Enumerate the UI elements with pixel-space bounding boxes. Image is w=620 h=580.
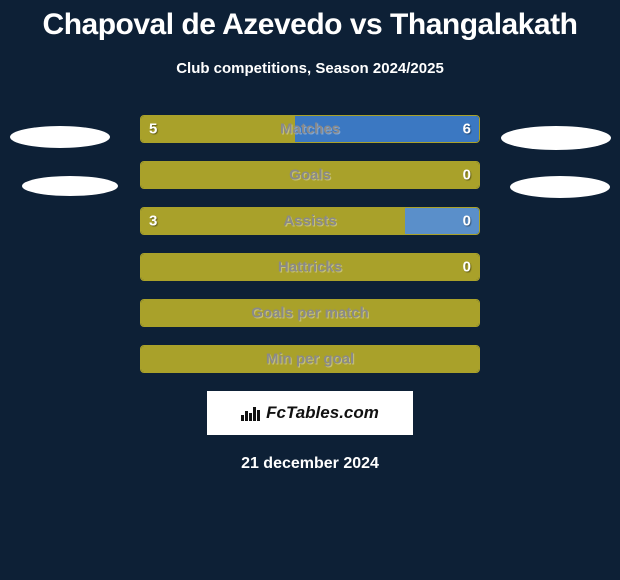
stat-label: Assists: [283, 213, 336, 230]
stat-row: Goals per match: [0, 299, 620, 327]
stat-value-right: 0: [463, 259, 471, 276]
stat-row: 3 0 Assists: [0, 207, 620, 235]
stat-row: 0 Goals: [0, 161, 620, 189]
stat-value-right: 0: [463, 167, 471, 184]
stat-label: Hattricks: [278, 259, 342, 276]
stat-bar-container: Goals per match: [140, 299, 480, 327]
stat-value-right: 0: [463, 213, 471, 230]
stat-row: 5 6 Matches: [0, 115, 620, 143]
stat-label: Goals per match: [251, 305, 369, 322]
fctables-logo: FcTables.com: [207, 391, 413, 435]
stat-bar-container: 3 0 Assists: [140, 207, 480, 235]
stat-bar-left: [141, 208, 405, 234]
page-title: Chapoval de Azevedo vs Thangalakath: [0, 0, 620, 42]
stats-comparison-area: 5 6 Matches 0 Goals 3 0 Assists 0 Hattricks Goals …: [0, 115, 620, 373]
stat-bar-container: 5 6 Matches: [140, 115, 480, 143]
stat-row: 0 Hattricks: [0, 253, 620, 281]
stat-bar-left: [141, 116, 295, 142]
stat-bar-container: 0 Hattricks: [140, 253, 480, 281]
barchart-icon: [241, 405, 260, 421]
stat-label: Goals: [289, 167, 331, 184]
logo-text: FcTables.com: [266, 403, 379, 423]
stat-value-left: 5: [149, 121, 157, 138]
date-label: 21 december 2024: [0, 455, 620, 473]
stat-bar-container: Min per goal: [140, 345, 480, 373]
stat-label: Matches: [280, 121, 340, 138]
stat-row: Min per goal: [0, 345, 620, 373]
stat-label: Min per goal: [266, 351, 354, 368]
stat-value-right: 6: [463, 121, 471, 138]
stat-bar-container: 0 Goals: [140, 161, 480, 189]
subtitle: Club competitions, Season 2024/2025: [0, 60, 620, 77]
stat-value-left: 3: [149, 213, 157, 230]
